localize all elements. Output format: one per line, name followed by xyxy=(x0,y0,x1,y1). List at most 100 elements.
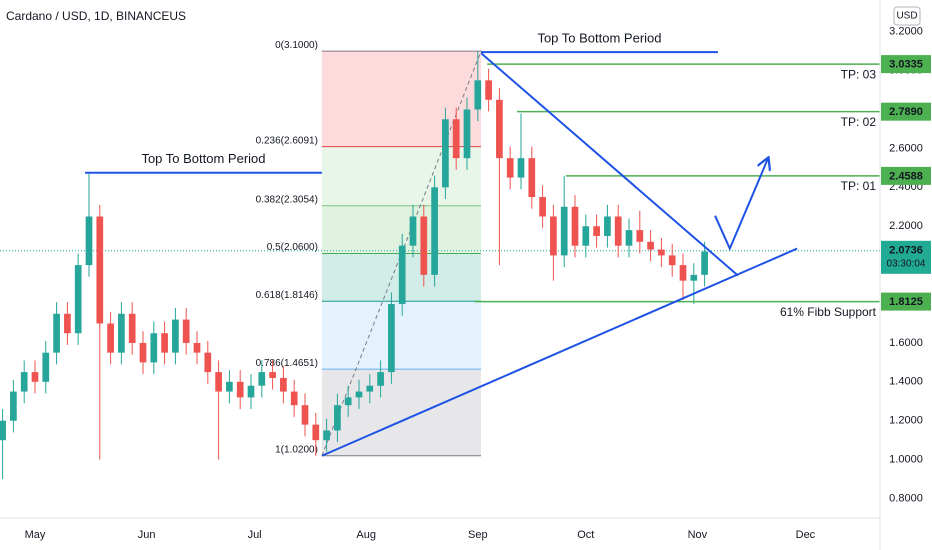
candle-body xyxy=(625,230,633,246)
candle-body xyxy=(150,333,158,363)
candle-body xyxy=(96,216,104,324)
candle-body xyxy=(301,405,309,425)
price-tag-label: 2.7890 xyxy=(889,106,923,118)
fib-label: 0.618(1.8146) xyxy=(256,290,318,301)
candle-body xyxy=(280,377,287,392)
candle-body xyxy=(668,255,676,266)
candle-body xyxy=(290,391,298,406)
candle-body xyxy=(442,119,449,188)
period-label: Top To Bottom Period xyxy=(141,151,265,166)
candle-body xyxy=(355,391,363,398)
y-tick-label: 2.2000 xyxy=(889,220,923,232)
candle-body xyxy=(388,304,395,373)
candle-body xyxy=(215,372,222,392)
price-tag-label: 2.4588 xyxy=(889,170,923,182)
candle-body xyxy=(64,313,71,334)
candle-body xyxy=(506,158,514,178)
candle-body xyxy=(528,158,536,198)
candle-body xyxy=(258,372,266,386)
x-tick-label: Aug xyxy=(356,529,376,541)
projection-arrow xyxy=(714,159,768,252)
fib-label: 0.236(2.6091) xyxy=(256,135,318,146)
candle-body xyxy=(647,241,654,250)
price-tag xyxy=(881,166,931,185)
last-price-tag xyxy=(881,240,931,274)
candle-body xyxy=(312,424,320,441)
candle-body xyxy=(431,187,438,275)
candle-body xyxy=(172,319,179,353)
y-tick-label: 1.2000 xyxy=(889,415,923,427)
candle-body xyxy=(409,216,417,246)
x-tick-label: Sep xyxy=(468,529,488,541)
fib-label: 0.786(1.4651) xyxy=(256,358,318,369)
last-price-label: 2.0736 xyxy=(889,245,923,257)
candle-body xyxy=(193,342,201,353)
candle-body xyxy=(690,274,698,281)
candle-body xyxy=(377,372,384,386)
candle-body xyxy=(420,216,428,275)
candle-body xyxy=(334,405,341,431)
currency: USD xyxy=(896,11,917,22)
candle-body xyxy=(118,313,125,353)
currency-box[interactable] xyxy=(893,6,921,26)
candle-body xyxy=(74,265,82,334)
candle-body xyxy=(0,420,6,441)
candle-body xyxy=(20,372,28,392)
candle-body xyxy=(85,216,93,266)
target-label: TP: 01 xyxy=(841,179,877,193)
y-tick-label: 2.6000 xyxy=(889,142,923,154)
candle-body xyxy=(139,342,147,363)
candle-body xyxy=(571,206,579,246)
price-tag-label: 1.8125 xyxy=(889,296,923,308)
candle-body xyxy=(107,323,114,353)
candle-body xyxy=(560,206,568,256)
fib-label: 1(1.0200) xyxy=(275,444,318,455)
candle-body xyxy=(658,249,665,256)
candle-body xyxy=(474,80,482,110)
target-label: TP: 03 xyxy=(841,67,877,81)
fib-label: 0(3.1000) xyxy=(275,40,318,51)
price-tag xyxy=(881,55,931,74)
candle-body xyxy=(236,381,244,398)
target-label: 61% Fibb Support xyxy=(780,305,877,319)
candle-body xyxy=(182,319,190,343)
candle-body xyxy=(323,430,330,441)
candle-body xyxy=(539,197,546,217)
candle-body xyxy=(204,352,212,373)
candle-body xyxy=(366,385,374,392)
candle-body xyxy=(701,251,708,275)
candle-body xyxy=(398,245,406,305)
trendline xyxy=(480,52,739,277)
candle-body xyxy=(344,397,352,406)
x-tick-label: Jul xyxy=(248,529,262,541)
candle-body xyxy=(582,226,590,246)
fib-zone xyxy=(321,205,482,254)
target-label: TP: 02 xyxy=(841,115,877,129)
chart-title: Cardano / USD, 1D, BINANCEUS xyxy=(6,9,186,23)
candle-body xyxy=(604,216,611,236)
y-tick-label: 1.6000 xyxy=(889,337,923,349)
price-tag xyxy=(881,292,931,311)
candle-body xyxy=(463,109,471,159)
candle-body xyxy=(31,372,39,382)
fib-label: 0.5(2.0600) xyxy=(267,242,318,253)
y-tick-label: 1.4000 xyxy=(889,376,923,388)
trendline xyxy=(321,247,798,457)
fib-zone xyxy=(321,301,482,370)
candle-body xyxy=(269,372,276,378)
candle-body xyxy=(593,226,600,236)
price-tag-label: 3.0335 xyxy=(889,58,923,70)
candle-body xyxy=(517,158,525,178)
candle-body xyxy=(161,333,168,353)
candle-body xyxy=(53,313,60,353)
x-tick-label: Jun xyxy=(138,529,156,541)
x-tick-label: May xyxy=(25,529,46,541)
candle-body xyxy=(679,265,687,281)
countdown: 03:30:04 xyxy=(887,258,926,269)
candle-body xyxy=(636,230,644,242)
candle-body xyxy=(550,216,557,256)
x-tick-label: Nov xyxy=(688,529,708,541)
x-tick-label: Oct xyxy=(577,529,594,541)
